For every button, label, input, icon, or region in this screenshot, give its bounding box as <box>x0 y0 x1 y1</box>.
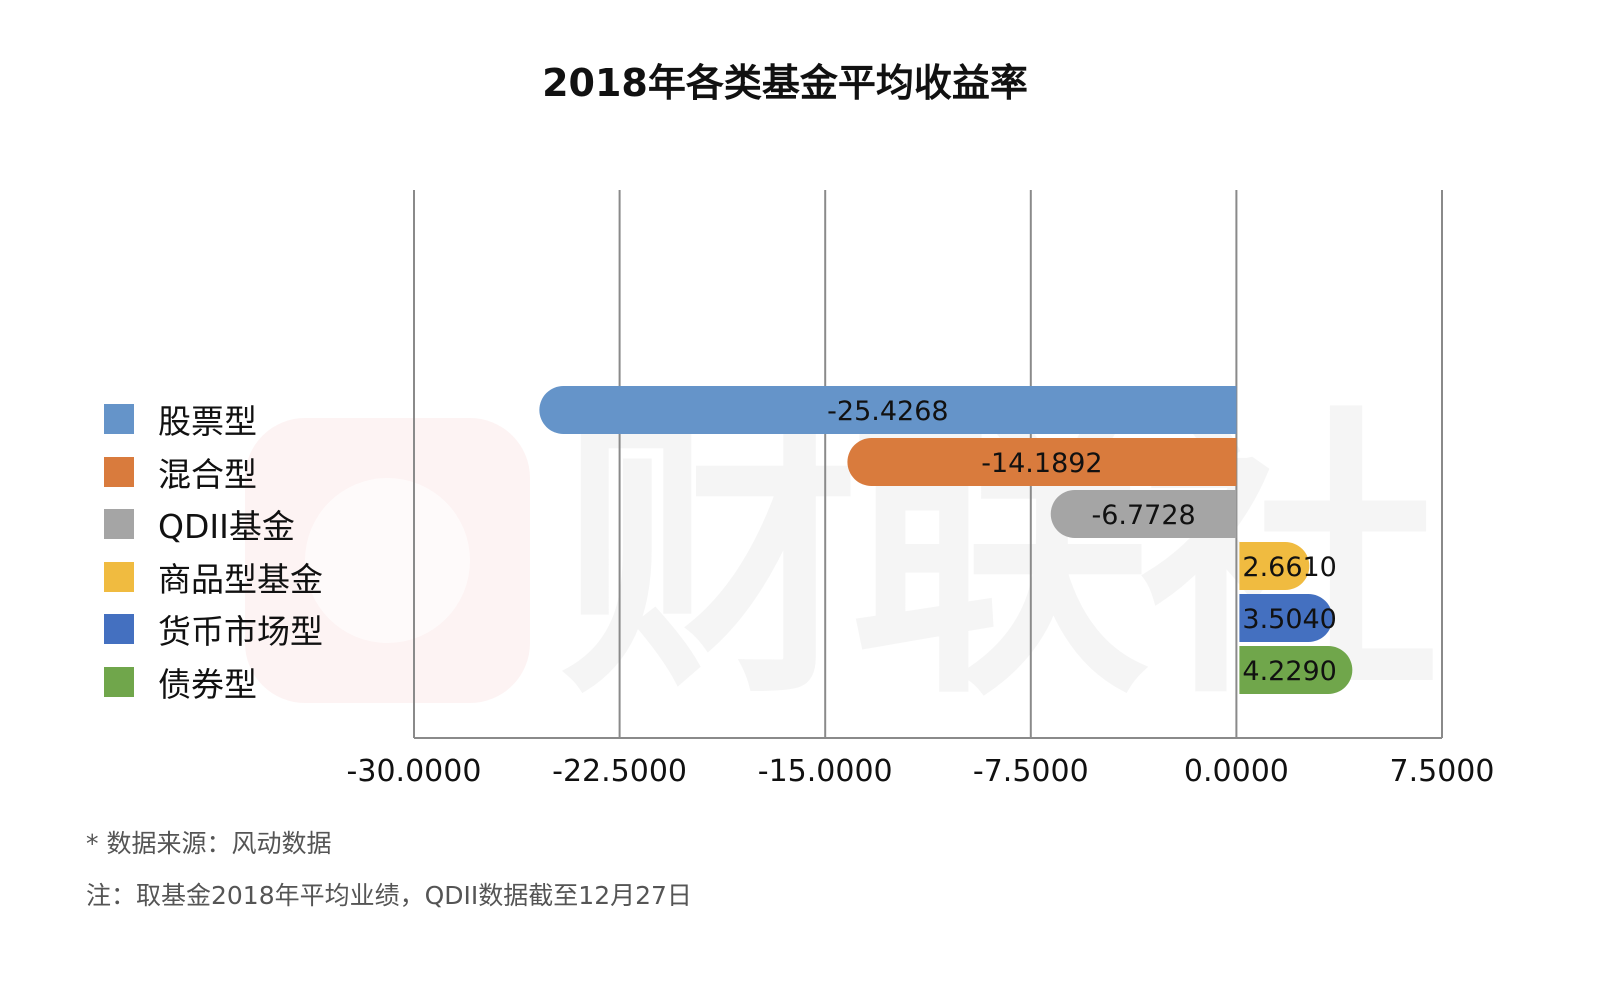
legend-swatch <box>104 614 134 645</box>
bar <box>1239 542 1310 590</box>
legend-swatch <box>104 666 134 697</box>
data-label: 2.6610 <box>1242 552 1336 583</box>
x-tick-label: 7.5000 <box>1390 754 1495 789</box>
legend-swatch <box>104 561 134 592</box>
remark-note: 注：取基金2018年平均业绩，QDII数据截至12月27日 <box>86 881 692 910</box>
data-label: -6.7728 <box>1091 500 1195 531</box>
legend-item: 债券型 <box>104 656 323 709</box>
legend-swatch <box>104 509 134 540</box>
legend-label: 货币市场型 <box>158 612 323 652</box>
data-label: 3.5040 <box>1242 604 1336 635</box>
x-tick-label: -30.0000 <box>347 754 482 789</box>
legend-label: 混合型 <box>158 454 257 494</box>
x-tick-label: 0.0000 <box>1184 754 1289 789</box>
legend-label: QDII基金 <box>158 507 295 547</box>
bar <box>1239 646 1353 694</box>
bar <box>1239 594 1333 642</box>
bar <box>539 386 1237 434</box>
bar <box>1050 490 1237 538</box>
legend-item: 股票型 <box>104 393 323 446</box>
source-note: * 数据来源：风动数据 <box>86 829 332 858</box>
legend-swatch <box>104 456 134 487</box>
chart-title: 2018年各类基金平均收益率 <box>542 61 1028 105</box>
data-label: -25.4268 <box>827 396 948 427</box>
legend-swatch <box>104 404 134 435</box>
legend: 股票型混合型 QDII基金 商品型基金货币市场型债券型 <box>104 393 323 708</box>
x-tick-label: -7.5000 <box>973 754 1089 789</box>
legend-label: 股票型 <box>158 402 257 442</box>
legend-item: 商品型基金 <box>104 551 323 604</box>
legend-item: QDII基金 <box>104 498 323 551</box>
x-tick-label: -22.5000 <box>552 754 687 789</box>
data-label: 4.2290 <box>1242 656 1336 687</box>
legend-label: 债券型 <box>158 664 257 704</box>
legend-item: 货币市场型 <box>104 603 323 656</box>
legend-label: 商品型基金 <box>158 559 323 599</box>
bar <box>847 438 1237 486</box>
legend-item: 混合型 <box>104 446 323 499</box>
watermark-logo <box>245 418 530 703</box>
x-tick-label: -15.0000 <box>758 754 893 789</box>
data-label: -14.1892 <box>981 448 1102 479</box>
